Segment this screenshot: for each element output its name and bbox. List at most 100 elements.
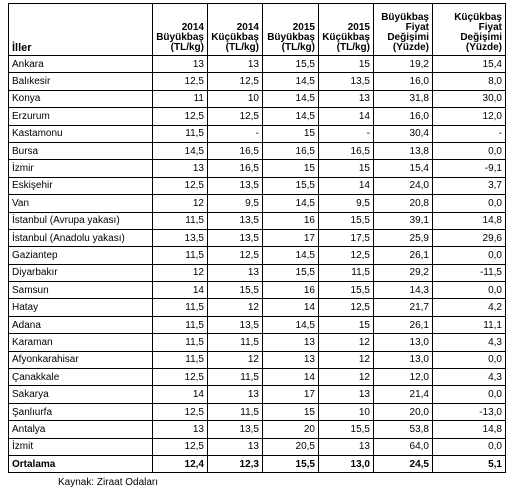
value-cell: 15 bbox=[262, 402, 319, 422]
province-cell: Sakarya bbox=[8, 385, 153, 404]
table-row: Adana 11,5 13,5 14,5 15 26,1 11,1 bbox=[8, 315, 506, 335]
province-cell: Diyarbakır bbox=[8, 263, 153, 283]
value-cell: 17,5 bbox=[318, 228, 374, 248]
total-value: 24,5 bbox=[373, 454, 433, 474]
value-cell: 14,8 bbox=[432, 211, 506, 230]
table-row: Afyonkarahisar 11,5 12 13 12 13,0 0,0 bbox=[8, 350, 506, 370]
value-cell: 15 bbox=[262, 124, 319, 143]
column-header: Büyükbaş Fiyat Değişimi (Yüzde) bbox=[373, 3, 433, 56]
value-cell: 15,5 bbox=[318, 211, 374, 230]
province-cell: Kastamonu bbox=[8, 124, 153, 143]
value-cell: 14 bbox=[262, 298, 319, 317]
value-cell: 31,8 bbox=[373, 89, 433, 109]
value-cell: 15,4 bbox=[432, 54, 506, 74]
value-cell: 30,4 bbox=[373, 124, 433, 143]
province-cell: Hatay bbox=[8, 298, 153, 317]
table-row: Eskişehir 12,5 13,5 15,5 14 24,0 3,7 bbox=[8, 176, 506, 196]
value-cell: 15 bbox=[318, 315, 374, 335]
province-cell: Antalya bbox=[8, 420, 153, 439]
value-cell: 10 bbox=[318, 402, 374, 422]
province-cell: İzmir bbox=[8, 159, 153, 178]
province-cell: Adana bbox=[8, 315, 153, 335]
value-cell: 13 bbox=[207, 54, 263, 74]
value-cell: 13 bbox=[207, 437, 263, 456]
value-cell: 29,6 bbox=[432, 228, 506, 248]
table-row: Konya 11 10 14,5 13 31,8 30,0 bbox=[8, 89, 506, 109]
province-cell: Gaziantep bbox=[8, 246, 153, 265]
value-cell: 14,8 bbox=[432, 420, 506, 439]
value-cell: -11,5 bbox=[432, 263, 506, 283]
value-cell: 12,5 bbox=[207, 246, 263, 265]
total-value: 5,1 bbox=[432, 454, 506, 474]
province-cell: Ankara bbox=[8, 54, 153, 74]
table-row: Kastamonu 11,5-15-30,4- bbox=[8, 124, 506, 143]
value-cell: 12 bbox=[152, 263, 208, 283]
value-cell: 12 bbox=[207, 350, 263, 370]
value-cell: 14,3 bbox=[373, 281, 433, 300]
value-cell: 30,0 bbox=[432, 89, 506, 109]
value-cell: 12 bbox=[152, 194, 208, 213]
province-cell: Eskişehir bbox=[8, 176, 153, 196]
value-cell: 15,5 bbox=[207, 281, 263, 300]
value-cell: 14,5 bbox=[262, 194, 319, 213]
value-cell: 13,5 bbox=[207, 315, 263, 335]
value-cell: 21,7 bbox=[373, 298, 433, 317]
value-cell: 12,5 bbox=[152, 368, 208, 387]
province-cell: Karaman bbox=[8, 333, 153, 352]
value-cell: 12,0 bbox=[432, 107, 506, 126]
value-cell: 13 bbox=[152, 54, 208, 74]
value-cell: 14 bbox=[318, 107, 374, 126]
value-cell: 0,0 bbox=[432, 385, 506, 404]
value-cell: 14 bbox=[262, 368, 319, 387]
value-cell: 26,1 bbox=[373, 246, 433, 265]
value-cell: 11,5 bbox=[152, 124, 208, 143]
table-row: Hatay 11,5 12 14 12,5 21,7 4,2 bbox=[8, 298, 506, 317]
value-cell: 25,9 bbox=[373, 228, 433, 248]
value-cell: 4,3 bbox=[432, 333, 506, 352]
province-cell: Samsun bbox=[8, 281, 153, 300]
value-cell: 15,5 bbox=[262, 54, 319, 74]
value-cell: 13,5 bbox=[318, 72, 374, 91]
value-cell: 15,5 bbox=[262, 263, 319, 283]
table-row: Çanakkale 12,5 11,5 14 12 12,0 4,3 bbox=[8, 368, 506, 387]
value-cell: 16,0 bbox=[373, 107, 433, 126]
column-header: 2015 Küçükbaş (TL/kg) bbox=[318, 3, 374, 56]
value-cell: 13,0 bbox=[373, 350, 433, 370]
total-value: 13,0 bbox=[318, 454, 374, 474]
value-cell: 12,5 bbox=[207, 107, 263, 126]
province-cell: Balıkesir bbox=[8, 72, 153, 91]
province-cell: Afyonkarahisar bbox=[8, 350, 153, 370]
value-cell: 19,2 bbox=[373, 54, 433, 74]
value-cell: 4,2 bbox=[432, 298, 506, 317]
total-value: 12,3 bbox=[207, 454, 263, 474]
province-cell: Erzurum bbox=[8, 107, 153, 126]
value-cell: 15,5 bbox=[262, 176, 319, 196]
table-row: Samsun 14 15,5 16 15,5 14,3 0,0 bbox=[8, 281, 506, 300]
table-row: Ankara 13 13 15,5 15 19,2 15,4 bbox=[8, 54, 506, 74]
value-cell: 13 bbox=[318, 385, 374, 404]
value-cell: 29,2 bbox=[373, 263, 433, 283]
value-cell: 53,8 bbox=[373, 420, 433, 439]
source-note: Kaynak: Ziraat Odaları bbox=[58, 477, 159, 488]
table-row: Antalya 13 13,5 20 15,5 53,8 14,8 bbox=[8, 420, 506, 439]
value-cell: 16,0 bbox=[373, 72, 433, 91]
table-row: İstanbul (Avrupa yakası) 11,5 13,5 16 15,5 39… bbox=[8, 211, 506, 230]
total-value: 12,4 bbox=[152, 454, 208, 474]
value-cell: 11,5 bbox=[152, 350, 208, 370]
value-cell: 11,5 bbox=[152, 298, 208, 317]
value-cell: 10 bbox=[207, 89, 263, 109]
value-cell: 16,5 bbox=[207, 141, 263, 161]
value-cell: 13,5 bbox=[207, 211, 263, 230]
value-cell: 20,8 bbox=[373, 194, 433, 213]
province-cell: Van bbox=[8, 194, 153, 213]
value-cell: 16 bbox=[262, 211, 319, 230]
value-cell: 0,0 bbox=[432, 194, 506, 213]
value-cell: 13,8 bbox=[373, 141, 433, 161]
value-cell: 15,5 bbox=[318, 281, 374, 300]
column-header: 2014 Küçükbaş (TL/kg) bbox=[207, 3, 263, 56]
province-cell: Çanakkale bbox=[8, 368, 153, 387]
value-cell: 20 bbox=[262, 420, 319, 439]
value-cell: - bbox=[318, 124, 374, 143]
value-cell: 12 bbox=[318, 368, 374, 387]
value-cell: 13 bbox=[262, 333, 319, 352]
